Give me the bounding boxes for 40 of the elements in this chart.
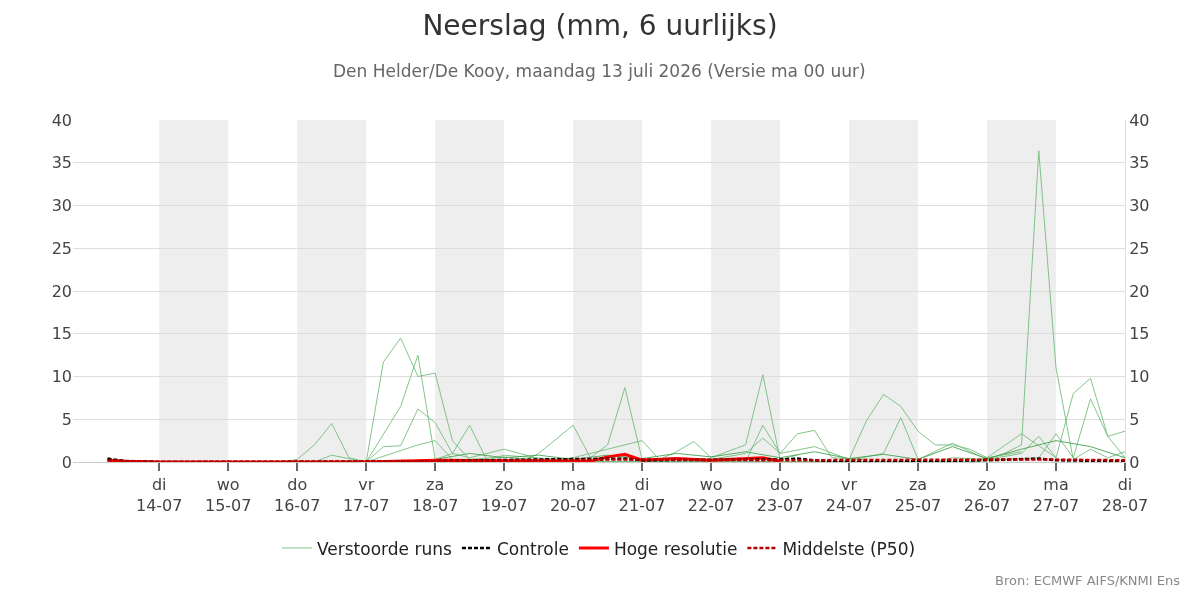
x-tick-label: do 23-07	[756, 475, 804, 515]
y2-tick-label: 30	[1129, 196, 1150, 216]
y2-tick-label: 20	[1129, 281, 1150, 301]
x-tick-label: ma 27-07	[1032, 475, 1080, 515]
x-tick-label: za 18-07	[411, 475, 459, 515]
y2-tick-label: 40	[1129, 110, 1150, 130]
x-tick-label: do 16-07	[273, 475, 321, 515]
x-tick-label: ma 20-07	[549, 475, 597, 515]
chart-subtitle: Den Helder/De Kooy, maandag 13 juli 2026 (Versie ma 00 uur)	[333, 61, 866, 81]
x-tick-label: zo 26-07	[963, 475, 1011, 515]
y2-tick-label: 25	[1129, 238, 1150, 258]
y-tick-label: 0	[61, 452, 72, 472]
y2-tick-label: 35	[1129, 153, 1150, 173]
x-tick-label: di 28-07	[1101, 475, 1149, 515]
x-tick-label: vr 24-07	[825, 475, 873, 515]
legend-label: Controle	[496, 538, 569, 559]
legend-label: Middelste (P50)	[782, 538, 916, 559]
x-tick-label: di 21-07	[618, 475, 666, 515]
text: Bron: ECMWF AIFS/KNMI Ens	[995, 573, 1181, 588]
y-tick-label: 35	[51, 153, 72, 173]
y2-tick-label: 15	[1129, 324, 1150, 344]
x-tick-label: za 25-07	[894, 475, 942, 515]
y-tick-label: 5	[61, 409, 72, 429]
y-tick-label: 40	[51, 110, 72, 130]
x-tick-label: di 14-07	[135, 475, 183, 515]
y-tick-label: 30	[51, 196, 72, 216]
legend-label: Verstoorde runs	[317, 538, 452, 559]
chart-title: Neerslag (mm, 6 uurlijks)	[422, 8, 778, 42]
y2-tick-label: 10	[1129, 367, 1150, 387]
legend-label: Hoge resolutie	[613, 538, 738, 559]
y2-tick-label: 5	[1129, 409, 1140, 429]
y2-tick-label: 0	[1129, 452, 1140, 472]
y-tick-label: 20	[51, 281, 72, 301]
y-tick-label: 25	[51, 238, 72, 258]
x-tick-label: vr 17-07	[342, 475, 390, 515]
y-tick-label: 10	[51, 367, 72, 387]
x-tick-label: wo 15-07	[204, 475, 252, 515]
x-tick-label: zo 19-07	[480, 475, 528, 515]
x-tick-label: wo 22-07	[687, 475, 735, 515]
y-tick-label: 15	[51, 324, 72, 344]
